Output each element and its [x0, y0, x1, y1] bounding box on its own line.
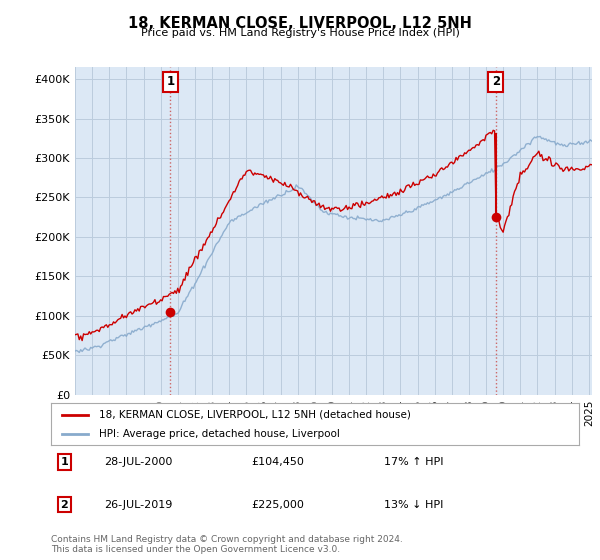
Text: Price paid vs. HM Land Registry's House Price Index (HPI): Price paid vs. HM Land Registry's House … — [140, 28, 460, 38]
Text: 2: 2 — [492, 76, 500, 88]
Text: £104,450: £104,450 — [251, 457, 305, 467]
Text: 13% ↓ HPI: 13% ↓ HPI — [383, 500, 443, 510]
Text: Contains HM Land Registry data © Crown copyright and database right 2024.
This d: Contains HM Land Registry data © Crown c… — [51, 535, 403, 554]
Text: 28-JUL-2000: 28-JUL-2000 — [104, 457, 172, 467]
Text: 26-JUL-2019: 26-JUL-2019 — [104, 500, 172, 510]
Text: £225,000: £225,000 — [251, 500, 305, 510]
Text: 2: 2 — [61, 500, 68, 510]
Text: 18, KERMAN CLOSE, LIVERPOOL, L12 5NH (detached house): 18, KERMAN CLOSE, LIVERPOOL, L12 5NH (de… — [98, 409, 410, 419]
Text: 1: 1 — [61, 457, 68, 467]
Text: HPI: Average price, detached house, Liverpool: HPI: Average price, detached house, Live… — [98, 429, 340, 439]
Text: 18, KERMAN CLOSE, LIVERPOOL, L12 5NH: 18, KERMAN CLOSE, LIVERPOOL, L12 5NH — [128, 16, 472, 31]
Text: 1: 1 — [166, 76, 175, 88]
Text: 17% ↑ HPI: 17% ↑ HPI — [383, 457, 443, 467]
